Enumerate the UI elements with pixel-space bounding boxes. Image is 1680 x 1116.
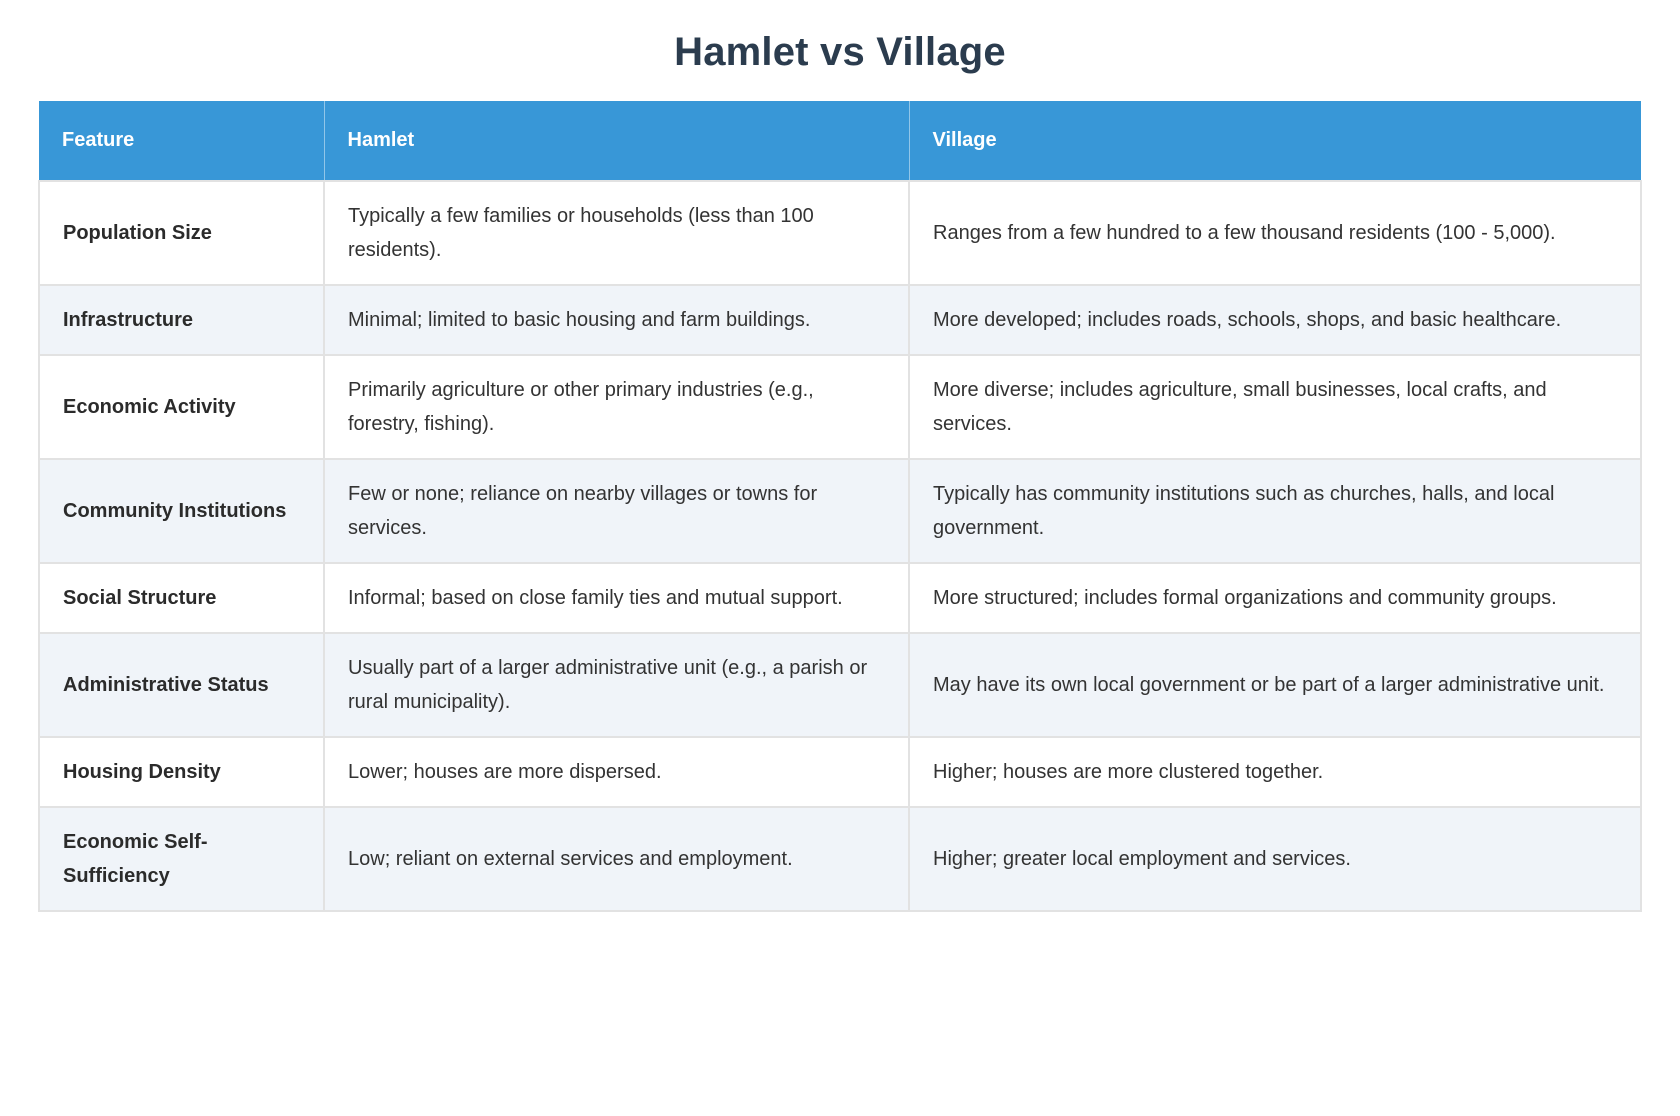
hamlet-cell: Few or none; reliance on nearby villages… <box>323 458 910 564</box>
column-header-hamlet: Hamlet <box>323 101 909 181</box>
village-cell: Typically has community institutions suc… <box>908 458 1642 564</box>
feature-cell: Administrative Status <box>38 632 325 738</box>
column-header-feature: Feature <box>39 101 324 181</box>
hamlet-cell: Primarily agriculture or other primary i… <box>323 354 910 460</box>
village-cell: May have its own local government or be … <box>908 632 1642 738</box>
hamlet-cell: Lower; houses are more dispersed. <box>323 736 910 808</box>
feature-cell: Population Size <box>38 180 325 286</box>
column-header-village: Village <box>908 101 1641 181</box>
feature-cell: Economic Activity <box>38 354 325 460</box>
village-cell: More diverse; includes agriculture, smal… <box>908 354 1642 460</box>
village-cell: Ranges from a few hundred to a few thous… <box>908 180 1642 286</box>
table-row: Infrastructure Minimal; limited to basic… <box>38 284 1642 356</box>
feature-cell: Social Structure <box>38 562 325 634</box>
hamlet-cell: Usually part of a larger administrative … <box>323 632 910 738</box>
table-row: Community Institutions Few or none; reli… <box>38 458 1642 564</box>
village-cell: More developed; includes roads, schools,… <box>908 284 1642 356</box>
feature-cell: Community Institutions <box>38 458 325 564</box>
table-row: Social Structure Informal; based on clos… <box>38 562 1642 634</box>
table-row: Population Size Typically a few families… <box>38 180 1642 286</box>
village-cell: Higher; houses are more clustered togeth… <box>908 736 1642 808</box>
village-cell: Higher; greater local employment and ser… <box>908 806 1642 912</box>
hamlet-cell: Typically a few families or households (… <box>323 180 910 286</box>
feature-cell: Economic Self-Sufficiency <box>38 806 325 912</box>
table-row: Economic Self-Sufficiency Low; reliant o… <box>38 806 1642 912</box>
page-title: Hamlet vs Village <box>674 30 1006 74</box>
table-header-row: Feature Hamlet Village <box>39 101 1641 181</box>
village-cell: More structured; includes formal organiz… <box>908 562 1642 634</box>
feature-cell: Housing Density <box>38 736 325 808</box>
hamlet-cell: Low; reliant on external services and em… <box>323 806 910 912</box>
table-row: Housing Density Lower; houses are more d… <box>38 736 1642 808</box>
table-row: Economic Activity Primarily agriculture … <box>38 354 1642 460</box>
table-row: Administrative Status Usually part of a … <box>38 632 1642 738</box>
comparison-table: Feature Hamlet Village Population Size T… <box>38 101 1642 912</box>
hamlet-cell: Minimal; limited to basic housing and fa… <box>323 284 910 356</box>
hamlet-cell: Informal; based on close family ties and… <box>323 562 910 634</box>
feature-cell: Infrastructure <box>38 284 325 356</box>
